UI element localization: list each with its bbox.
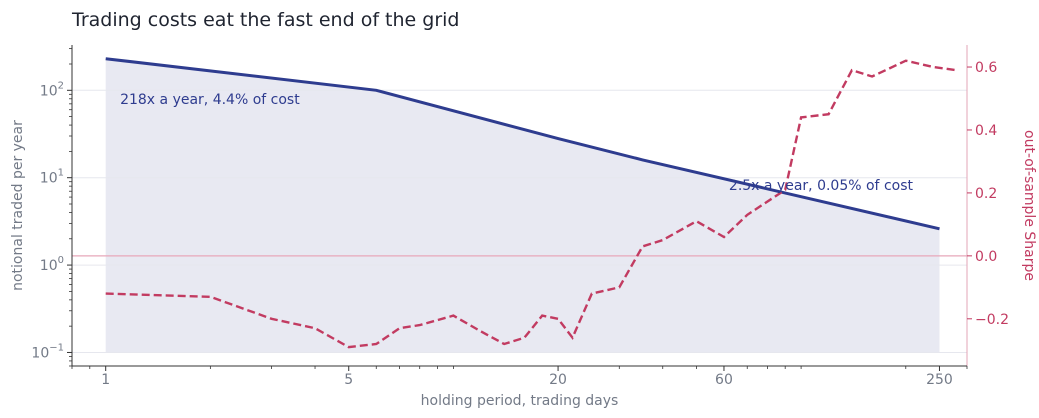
right-tick-label: 0.0 [975, 249, 997, 265]
x-tick-label: 250 [926, 372, 953, 388]
left-tick-label: 100 [40, 255, 64, 274]
x-axis-ticks: 1 5 20 60 250 [71, 366, 968, 388]
sharpe-series-line [105, 59, 957, 349]
right-tick-label: 0.2 [975, 186, 997, 202]
right-axis-ticks: −0.2 0.0 0.2 0.4 0.6 [967, 60, 1009, 328]
left-tick-label: 101 [40, 168, 64, 187]
right-tick-label: −0.2 [975, 312, 1009, 328]
plot-area [72, 57, 967, 353]
turnover-fill-area [105, 58, 940, 353]
turnover-series-line [105, 57, 940, 231]
right-axis-label: out-of-sample Sharpe [1021, 130, 1037, 281]
left-axis-ticks: 10−1 100 101 102 [31, 48, 72, 367]
x-tick-label: 5 [344, 372, 353, 388]
left-axis-label: notional traded per year [10, 120, 26, 291]
x-tick-label: 20 [549, 372, 567, 388]
x-axis-label: holding period, trading days [421, 393, 619, 409]
annotation-slow-end: 2.5x a year, 0.05% of cost [729, 178, 914, 194]
left-tick-label: 102 [40, 80, 64, 99]
x-tick-label: 60 [715, 372, 733, 388]
right-tick-label: 0.6 [975, 60, 997, 76]
chart-title: Trading costs eat the fast end of the gr… [71, 9, 460, 31]
x-tick-label: 1 [101, 372, 110, 388]
right-tick-label: 0.4 [975, 123, 997, 139]
annotation-fast-end: 218x a year, 4.4% of cost [120, 92, 300, 108]
axes: 1 5 20 60 250 10−1 100 101 102 −0.2 0.0 0.2 0.4 0.6 [31, 45, 1009, 388]
left-tick-label: 10−1 [31, 342, 64, 361]
gridlines [72, 89, 967, 353]
